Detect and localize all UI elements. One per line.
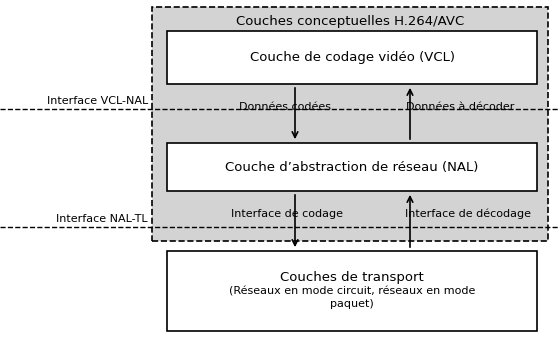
- Bar: [152, 7, 548, 241]
- Text: Interface de codage: Interface de codage: [231, 209, 343, 219]
- Text: Données à décoder: Données à décoder: [406, 101, 514, 112]
- Text: Couches conceptuelles H.264/AVC: Couches conceptuelles H.264/AVC: [236, 15, 464, 28]
- Text: Interface de décodage: Interface de décodage: [405, 208, 531, 219]
- Bar: [167, 251, 537, 331]
- Text: Couche d’abstraction de réseau (NAL): Couche d’abstraction de réseau (NAL): [225, 160, 479, 174]
- Text: (Réseaux en mode circuit, réseaux en mode: (Réseaux en mode circuit, réseaux en mod…: [229, 286, 475, 296]
- Text: paquet): paquet): [330, 299, 374, 309]
- Text: Couche de codage vidéo (VCL): Couche de codage vidéo (VCL): [250, 51, 455, 64]
- Text: Interface VCL-NAL: Interface VCL-NAL: [46, 96, 148, 106]
- Text: Couches de transport: Couches de transport: [280, 271, 424, 283]
- Text: Interface NAL-TL: Interface NAL-TL: [57, 214, 148, 224]
- Bar: [167, 31, 537, 84]
- Text: Données codées: Données codées: [239, 101, 331, 112]
- Bar: [167, 143, 537, 191]
